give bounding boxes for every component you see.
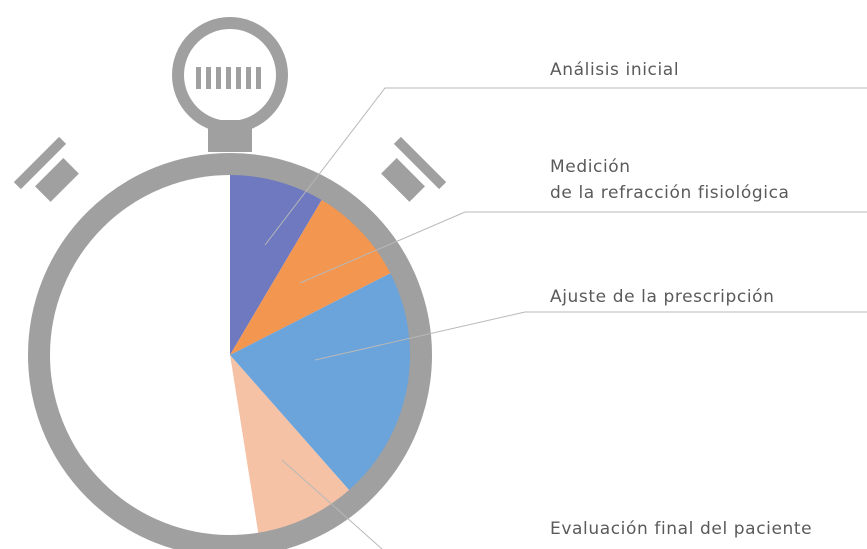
crown-bar	[246, 67, 251, 89]
right-button	[381, 136, 447, 202]
stopwatch-frame	[13, 17, 447, 202]
leader-line	[299, 211, 867, 284]
pie-slice	[230, 199, 392, 355]
crown-bar	[256, 67, 261, 89]
pie	[49, 174, 412, 536]
segment-label: Evaluación final del paciente	[550, 519, 813, 539]
leader-line	[281, 459, 383, 549]
left-button	[13, 136, 79, 202]
crown-bar	[206, 67, 211, 89]
crown-bar	[226, 67, 231, 89]
leader-line	[264, 87, 867, 246]
crown-bar	[216, 67, 221, 89]
segment-label: Ajuste de la prescripción	[550, 287, 775, 307]
crown-bar	[236, 67, 241, 89]
leader-line	[314, 311, 867, 361]
stopwatch-ring	[28, 153, 432, 549]
leader-lines	[264, 87, 867, 549]
segment-label: Análisis inicial	[550, 60, 680, 80]
crown-stem	[208, 120, 252, 152]
segment-label: Medición de la refracción fisiológica	[550, 157, 790, 203]
pie-slice	[230, 355, 350, 534]
crown-bar	[196, 67, 201, 89]
pie-slice	[230, 174, 323, 355]
pie-slice	[49, 174, 259, 536]
pie-slice	[230, 272, 412, 491]
